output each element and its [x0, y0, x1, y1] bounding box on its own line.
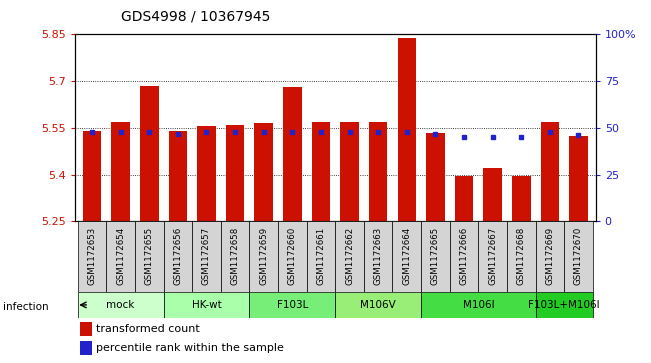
Bar [393, 221, 421, 292]
Text: GSM1172654: GSM1172654 [116, 227, 125, 285]
Text: percentile rank within the sample: percentile rank within the sample [96, 343, 284, 353]
Text: GDS4998 / 10367945: GDS4998 / 10367945 [120, 9, 270, 23]
Bar [83, 131, 102, 221]
Bar [283, 87, 301, 221]
Bar [312, 122, 330, 221]
Text: GSM1172666: GSM1172666 [460, 227, 469, 285]
Bar [335, 292, 421, 318]
Bar [455, 176, 473, 221]
Bar [255, 123, 273, 221]
Bar [192, 221, 221, 292]
Text: HK-wt: HK-wt [191, 300, 221, 310]
Text: GSM1172669: GSM1172669 [546, 227, 555, 285]
Bar [221, 221, 249, 292]
Text: M106V: M106V [360, 300, 396, 310]
Bar [421, 292, 536, 318]
Text: infection: infection [3, 302, 49, 312]
Text: GSM1172661: GSM1172661 [316, 227, 326, 285]
Bar [340, 122, 359, 221]
Text: GSM1172653: GSM1172653 [87, 227, 96, 285]
Bar [512, 176, 531, 221]
Bar [249, 292, 335, 318]
Bar [80, 322, 92, 336]
Text: GSM1172657: GSM1172657 [202, 227, 211, 285]
Text: GSM1172667: GSM1172667 [488, 227, 497, 285]
Bar [540, 122, 559, 221]
Text: GSM1172655: GSM1172655 [145, 227, 154, 285]
Text: GSM1172664: GSM1172664 [402, 227, 411, 285]
Text: GSM1172658: GSM1172658 [230, 227, 240, 285]
Text: F103L: F103L [277, 300, 308, 310]
Bar [135, 221, 163, 292]
Text: F103L+M106I: F103L+M106I [529, 300, 600, 310]
Bar [564, 221, 593, 292]
Text: mock: mock [107, 300, 135, 310]
Bar [77, 292, 163, 318]
Text: GSM1172656: GSM1172656 [173, 227, 182, 285]
Text: GSM1172668: GSM1172668 [517, 227, 526, 285]
Text: GSM1172670: GSM1172670 [574, 227, 583, 285]
Bar [197, 126, 215, 221]
Text: GSM1172665: GSM1172665 [431, 227, 440, 285]
Bar [249, 221, 278, 292]
Bar [507, 221, 536, 292]
Bar [364, 221, 393, 292]
Bar [335, 221, 364, 292]
Bar [421, 221, 450, 292]
Text: GSM1172663: GSM1172663 [374, 227, 383, 285]
Bar [369, 122, 387, 221]
Bar [163, 292, 249, 318]
Text: transformed count: transformed count [96, 325, 199, 334]
Text: GSM1172660: GSM1172660 [288, 227, 297, 285]
Bar [77, 221, 106, 292]
Bar [140, 86, 159, 221]
Bar [426, 132, 445, 221]
Bar [536, 221, 564, 292]
Text: M106I: M106I [462, 300, 494, 310]
Text: GSM1172659: GSM1172659 [259, 227, 268, 285]
Bar [80, 340, 92, 355]
Bar [398, 38, 416, 221]
Text: GSM1172662: GSM1172662 [345, 227, 354, 285]
Bar [450, 221, 478, 292]
Bar [111, 122, 130, 221]
Bar [226, 125, 244, 221]
Bar [483, 168, 502, 221]
Bar [536, 292, 593, 318]
Bar [106, 221, 135, 292]
Bar [478, 221, 507, 292]
Bar [307, 221, 335, 292]
Bar [169, 131, 187, 221]
Bar [569, 136, 588, 221]
Bar [278, 221, 307, 292]
Bar [163, 221, 192, 292]
